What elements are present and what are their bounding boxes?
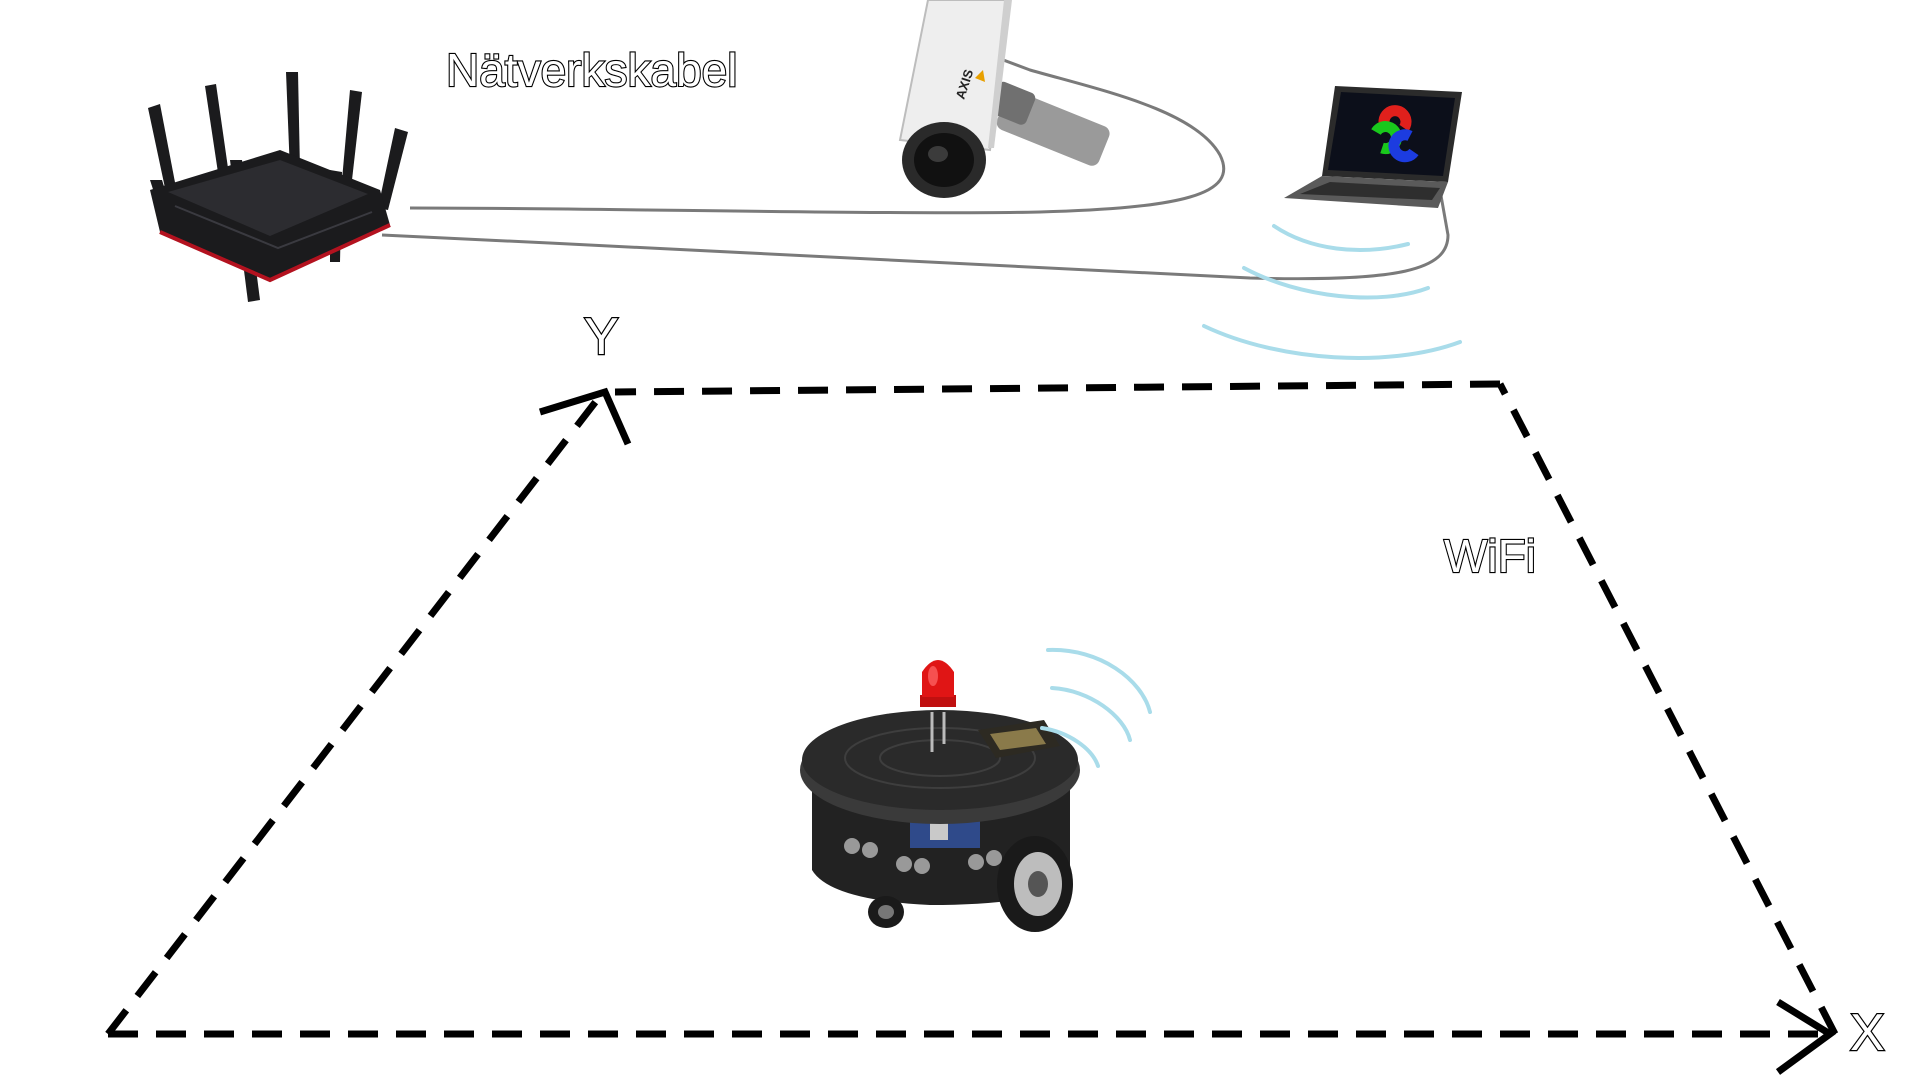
work-area-border [614, 380, 1839, 1036]
led-icon [920, 660, 956, 752]
wifi-waves-laptop [1202, 224, 1462, 360]
robot-wheel [997, 836, 1073, 932]
opencv-logo-icon [1371, 105, 1419, 163]
y-axis-arrow [105, 387, 632, 1037]
wifi-waves-robot [1040, 647, 1152, 768]
router-icon [148, 72, 408, 302]
x-axis-arrow [108, 999, 1837, 1075]
ip-camera-icon: AXIS [898, 0, 1110, 198]
laptop-icon [1284, 86, 1462, 208]
robot-caster [868, 896, 904, 928]
network-cables [381, 56, 1450, 281]
mobile-robot-icon [800, 660, 1080, 932]
y-axis-label: Y [584, 308, 619, 366]
wifi-label: WiFi [1444, 530, 1536, 582]
x-axis-label: X [1850, 1004, 1885, 1062]
network-cable-label: Nätverkskabel [446, 44, 737, 96]
